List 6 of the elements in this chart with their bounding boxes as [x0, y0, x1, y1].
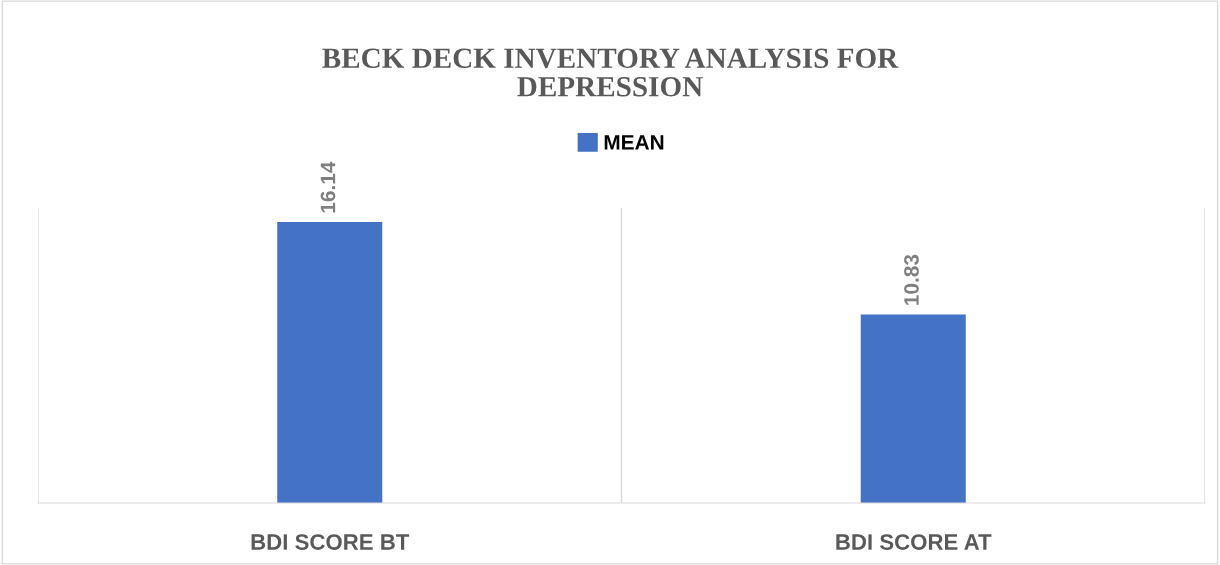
legend-label: MEAN [604, 135, 664, 150]
chart-title: BECK DECK INVENTORY ANALYSIS FOR DEPRESSION [322, 48, 899, 97]
x-tick-label: BDI SCORE AT [836, 534, 992, 550]
data-label: 16.14 [320, 161, 336, 213]
data-label: 10.83 [904, 254, 919, 305]
x-tick-label: BDI SCORE BT [251, 534, 410, 550]
